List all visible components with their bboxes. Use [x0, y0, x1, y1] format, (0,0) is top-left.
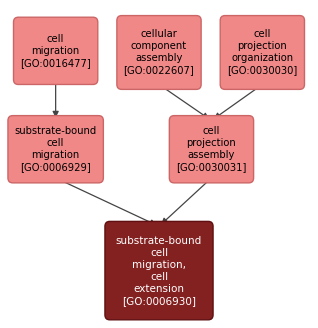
Text: cellular
component
assembly
[GO:0022607]: cellular component assembly [GO:0022607]	[124, 30, 194, 75]
Text: cell
projection
organization
[GO:0030030]: cell projection organization [GO:0030030…	[227, 30, 297, 75]
FancyBboxPatch shape	[169, 116, 254, 183]
Text: substrate-bound
cell
migration,
cell
extension
[GO:0006930]: substrate-bound cell migration, cell ext…	[116, 236, 202, 306]
Text: cell
projection
assembly
[GO:0030031]: cell projection assembly [GO:0030031]	[176, 126, 247, 172]
FancyBboxPatch shape	[105, 221, 213, 320]
FancyBboxPatch shape	[117, 16, 201, 90]
FancyBboxPatch shape	[13, 17, 98, 84]
Text: cell
migration
[GO:0016477]: cell migration [GO:0016477]	[20, 34, 91, 68]
Text: substrate-bound
cell
migration
[GO:0006929]: substrate-bound cell migration [GO:00069…	[15, 126, 97, 172]
FancyBboxPatch shape	[220, 16, 305, 90]
FancyBboxPatch shape	[8, 116, 103, 183]
